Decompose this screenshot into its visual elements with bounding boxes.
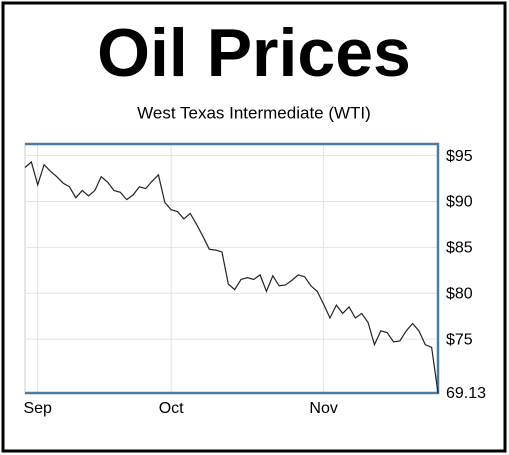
y-tick-label: $90 — [446, 194, 473, 211]
y-tick-label: 69.13 — [446, 385, 486, 402]
x-tick-label: Sep — [23, 400, 52, 417]
plot-frame — [25, 142, 440, 395]
y-tick-label: $95 — [446, 148, 473, 165]
x-tick-label: Nov — [309, 400, 337, 417]
chart-title: Oil Prices — [97, 15, 411, 91]
price-line — [24, 160, 439, 394]
plot-background — [24, 143, 439, 394]
y-tick-label: $80 — [446, 285, 473, 302]
y-tick-label: $75 — [446, 331, 473, 348]
x-tick-label: Oct — [159, 400, 184, 417]
chart-subtitle: West Texas Intermediate (WTI) — [137, 103, 371, 122]
y-tick-label: $85 — [446, 240, 473, 257]
